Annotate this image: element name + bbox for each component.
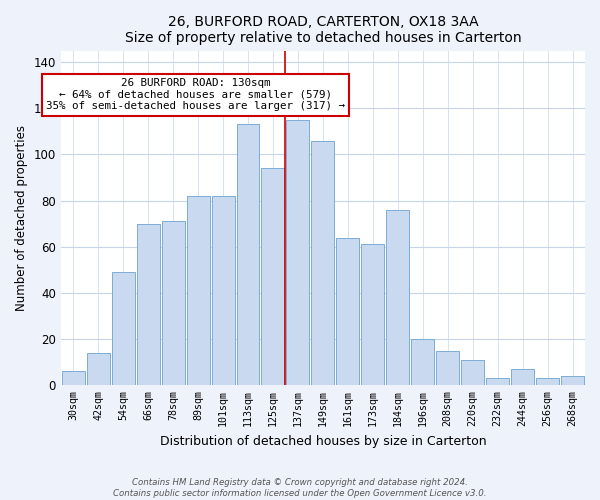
- Bar: [411, 339, 434, 386]
- Title: 26, BURFORD ROAD, CARTERTON, OX18 3AA
Size of property relative to detached hous: 26, BURFORD ROAD, CARTERTON, OX18 3AA Si…: [125, 15, 521, 45]
- Bar: [236, 124, 259, 386]
- Bar: [137, 224, 160, 386]
- Bar: [337, 238, 359, 386]
- Bar: [87, 353, 110, 386]
- Bar: [536, 378, 559, 386]
- Bar: [361, 244, 385, 386]
- Bar: [461, 360, 484, 386]
- Bar: [486, 378, 509, 386]
- Bar: [161, 222, 185, 386]
- Bar: [62, 372, 85, 386]
- Bar: [262, 168, 284, 386]
- Bar: [286, 120, 310, 386]
- Bar: [511, 369, 534, 386]
- Bar: [386, 210, 409, 386]
- Bar: [112, 272, 134, 386]
- Text: 26 BURFORD ROAD: 130sqm
← 64% of detached houses are smaller (579)
35% of semi-d: 26 BURFORD ROAD: 130sqm ← 64% of detache…: [46, 78, 345, 112]
- Bar: [311, 140, 334, 386]
- Y-axis label: Number of detached properties: Number of detached properties: [15, 125, 28, 311]
- X-axis label: Distribution of detached houses by size in Carterton: Distribution of detached houses by size …: [160, 434, 486, 448]
- Bar: [561, 376, 584, 386]
- Bar: [212, 196, 235, 386]
- Text: Contains HM Land Registry data © Crown copyright and database right 2024.
Contai: Contains HM Land Registry data © Crown c…: [113, 478, 487, 498]
- Bar: [187, 196, 209, 386]
- Bar: [436, 350, 459, 386]
